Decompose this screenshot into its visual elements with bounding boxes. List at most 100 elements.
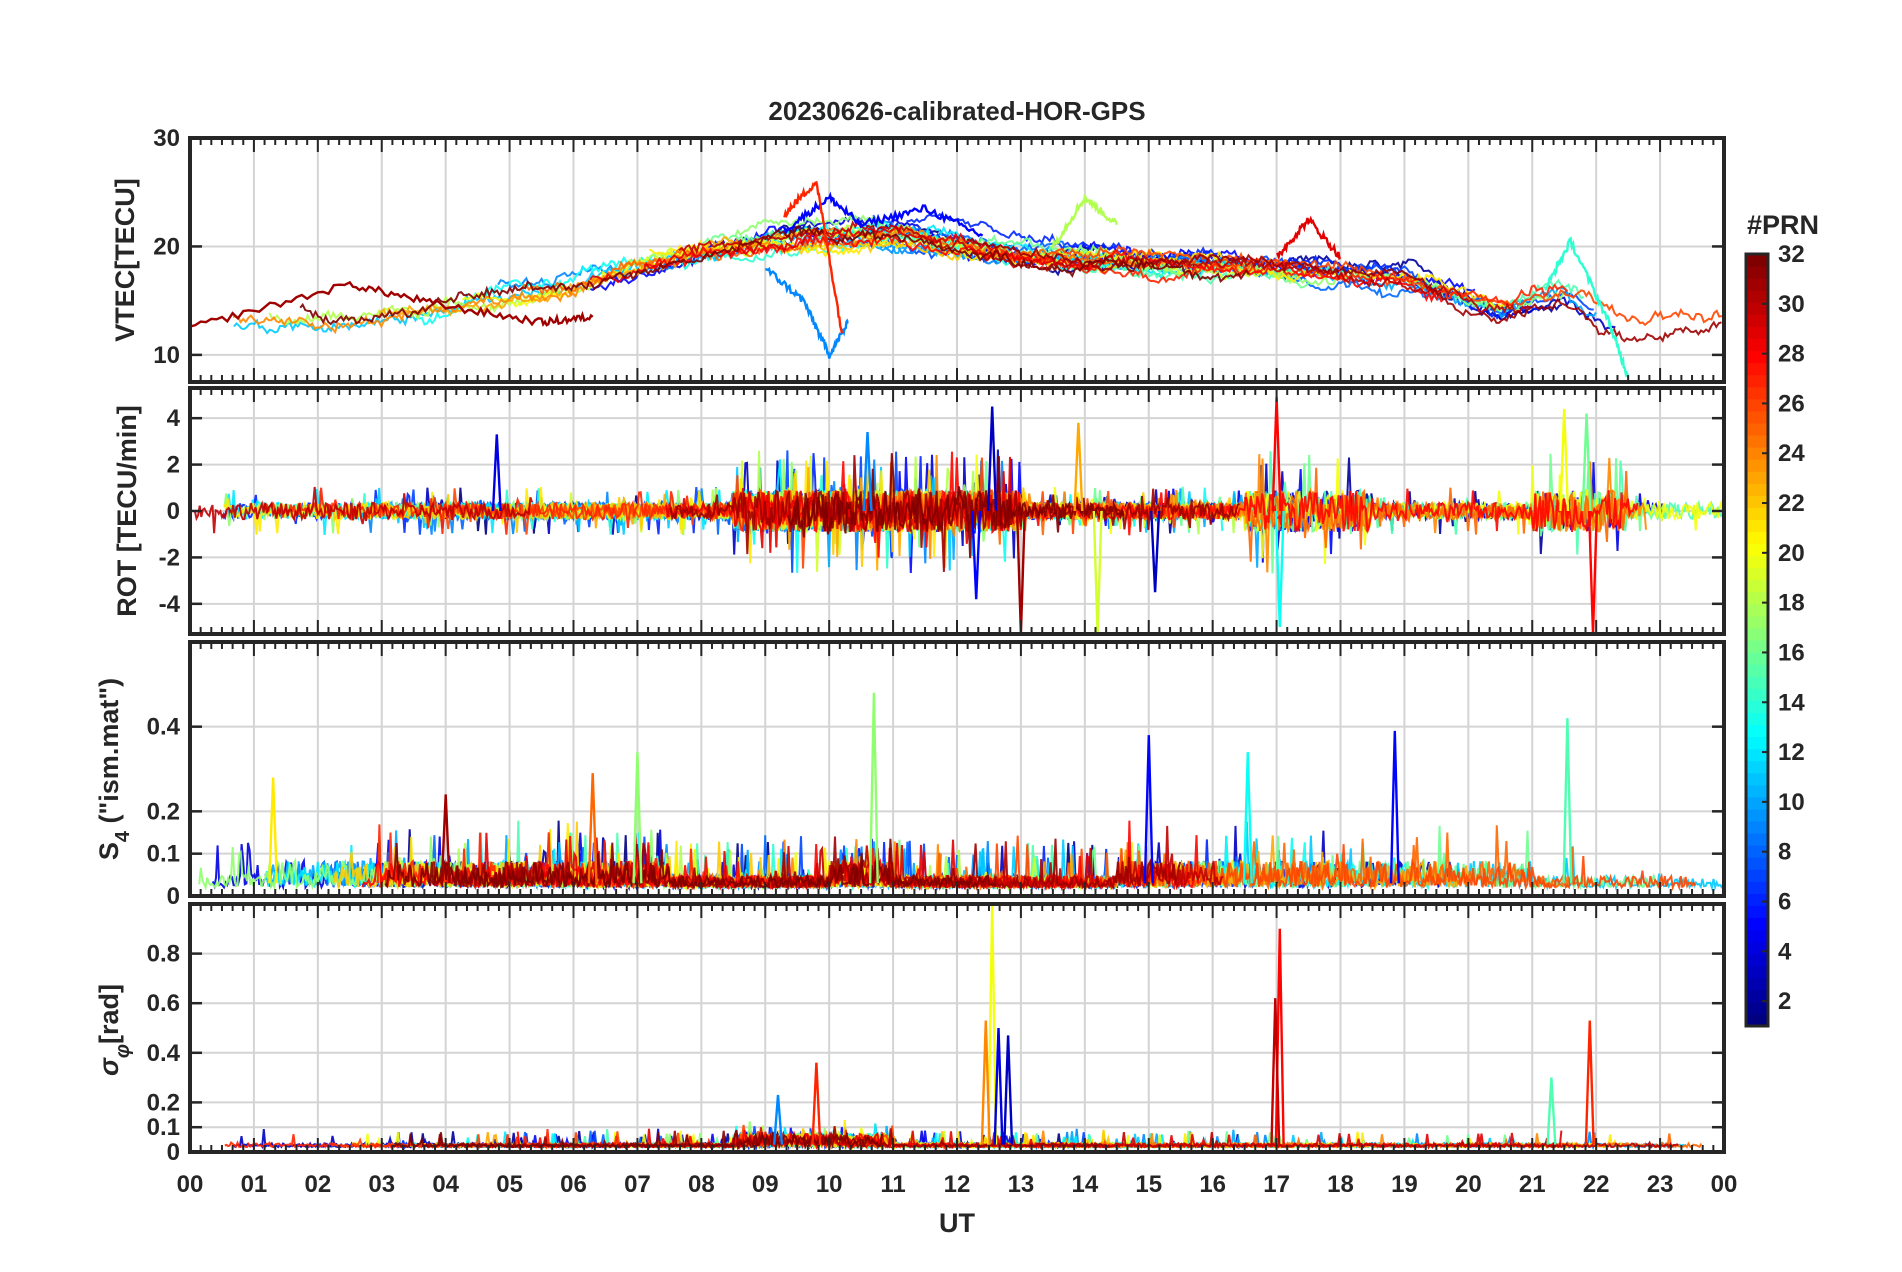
colorbar-band — [1746, 591, 1768, 605]
sigma_phi-prn-30-line — [1051, 1131, 1679, 1150]
sigma_phi-spike-8 — [773, 1094, 784, 1145]
sigma-phi-ylabel-sub: φ — [112, 1044, 134, 1058]
colorbar-bands — [1746, 254, 1768, 1027]
colorbar-tick-label: 32 — [1778, 241, 1805, 268]
panel-rot: -4 -2 0 2 4 ROT [TECU/min] — [112, 386, 1726, 636]
vtec-prn-18-line — [268, 224, 889, 326]
colorbar-band — [1746, 941, 1768, 955]
x-tick-label: 20 — [1455, 1171, 1482, 1198]
vtec-prn-26-line — [1002, 245, 1723, 327]
colorbar-band — [1746, 640, 1768, 653]
colorbar-band — [1746, 724, 1768, 738]
colorbar-band — [1746, 953, 1768, 967]
x-tick-label: 05 — [496, 1171, 523, 1198]
sigma_phi-ytick-label: 0 — [167, 1139, 180, 1166]
colorbar-band — [1746, 688, 1768, 701]
s4-spike-6 — [1242, 752, 1253, 884]
colorbar-title: #PRN — [1747, 210, 1819, 240]
sigma_phi-ytick-label: 0.6 — [147, 990, 180, 1017]
colorbar-band — [1746, 579, 1768, 593]
colorbar-tick-label: 4 — [1778, 938, 1792, 965]
colorbar-band — [1746, 567, 1768, 581]
colorbar-tick-label: 12 — [1778, 739, 1805, 766]
x-tick-labels: 00 01 02 03 04 05 06 07 08 09 10 11 12 13 14 15 16 17 18 19… — [177, 1171, 1738, 1198]
colorbar-band — [1746, 507, 1768, 520]
s4-ytick-label: 0.4 — [147, 714, 181, 741]
colorbar-band — [1746, 881, 1768, 894]
x-tick-label: 00 — [177, 1171, 204, 1198]
vtec-prn-31-line — [966, 237, 1722, 343]
vtec-xminor — [189, 138, 1725, 382]
colorbar-band — [1746, 845, 1768, 858]
colorbar-band — [1746, 254, 1768, 267]
colorbar-band — [1746, 266, 1768, 279]
colorbar-tick-label: 22 — [1778, 490, 1805, 517]
vtec-prn-32-line — [299, 225, 1250, 326]
x-tick-label: 16 — [1199, 1171, 1226, 1198]
s4-xminor — [189, 642, 1725, 896]
colorbar-band — [1746, 350, 1768, 364]
vtec-series-1 — [783, 191, 984, 238]
colorbar-band — [1746, 905, 1768, 919]
rot-spike-6 — [1274, 510, 1285, 628]
colorbar-band — [1746, 664, 1768, 677]
vtec-yticks: 10 20 30 — [153, 125, 1724, 369]
colorbar-band — [1746, 857, 1768, 870]
x-tick-label: 13 — [1008, 1171, 1035, 1198]
x-tick-label: 07 — [624, 1171, 651, 1198]
sigma_phi-spike-6 — [1584, 1020, 1595, 1145]
colorbar-band — [1746, 386, 1768, 400]
colorbar-band — [1746, 893, 1768, 906]
x-tick-label: 17 — [1263, 1171, 1290, 1198]
colorbar-band — [1746, 495, 1768, 508]
s4-spike-7 — [587, 773, 598, 884]
colorbar-band — [1746, 676, 1768, 689]
rot-prn-28-line — [760, 451, 1639, 558]
rot-spike-12 — [1150, 510, 1161, 593]
colorbar-band — [1746, 1001, 1768, 1015]
sigma-phi-ylabel: σφ[rad] — [94, 984, 134, 1076]
colorbar-band — [1746, 410, 1768, 424]
colorbar-band — [1746, 459, 1768, 472]
vtec-series-0 — [190, 280, 594, 328]
colorbar-band — [1746, 820, 1768, 834]
rot-ytick-label: -2 — [159, 544, 180, 571]
x-tick-label: 02 — [304, 1171, 331, 1198]
colorbar-band — [1746, 471, 1768, 484]
colorbar-band — [1746, 833, 1768, 846]
colorbar-band — [1746, 483, 1768, 496]
colorbar-band — [1746, 760, 1768, 774]
rot-xminor — [189, 388, 1725, 634]
x-tick-label: 21 — [1519, 1171, 1546, 1198]
colorbar-band — [1746, 555, 1768, 569]
colorbar-band — [1746, 736, 1768, 750]
rot-ylabel: ROT [TECU/min] — [112, 405, 142, 616]
s4-ylabel: S4 ("ism.mat") — [94, 678, 134, 860]
colorbar-band — [1746, 748, 1768, 762]
rot-spike-9 — [1587, 510, 1598, 634]
rot-spike-7 — [1559, 408, 1570, 512]
s4-spike-1 — [632, 752, 643, 884]
colorbar-tick-label: 10 — [1778, 789, 1805, 816]
colorbar-band — [1746, 290, 1768, 303]
rot-lines — [193, 397, 1724, 634]
sigma_phi-spike-1 — [980, 1020, 991, 1145]
colorbar-band — [1746, 796, 1768, 810]
colorbar-tick-label: 16 — [1778, 639, 1805, 666]
x-tick-label: 10 — [816, 1171, 843, 1198]
vtec-ytick-label: 20 — [153, 233, 180, 260]
colorbar-band — [1746, 652, 1768, 665]
s4-spike-3 — [1143, 735, 1154, 884]
colorbar-band — [1746, 531, 1768, 545]
x-tick-label: 23 — [1647, 1171, 1674, 1198]
x-tick-label: 14 — [1071, 1171, 1098, 1198]
x-tick-label: 01 — [241, 1171, 268, 1198]
s4-spike-5 — [1562, 718, 1573, 884]
colorbar-band — [1746, 784, 1768, 798]
colorbar-tick-label: 30 — [1778, 291, 1805, 318]
colorbar-band — [1746, 302, 1768, 315]
x-tick-label: 00 — [1711, 1171, 1738, 1198]
rot-spike-3 — [1073, 422, 1084, 512]
